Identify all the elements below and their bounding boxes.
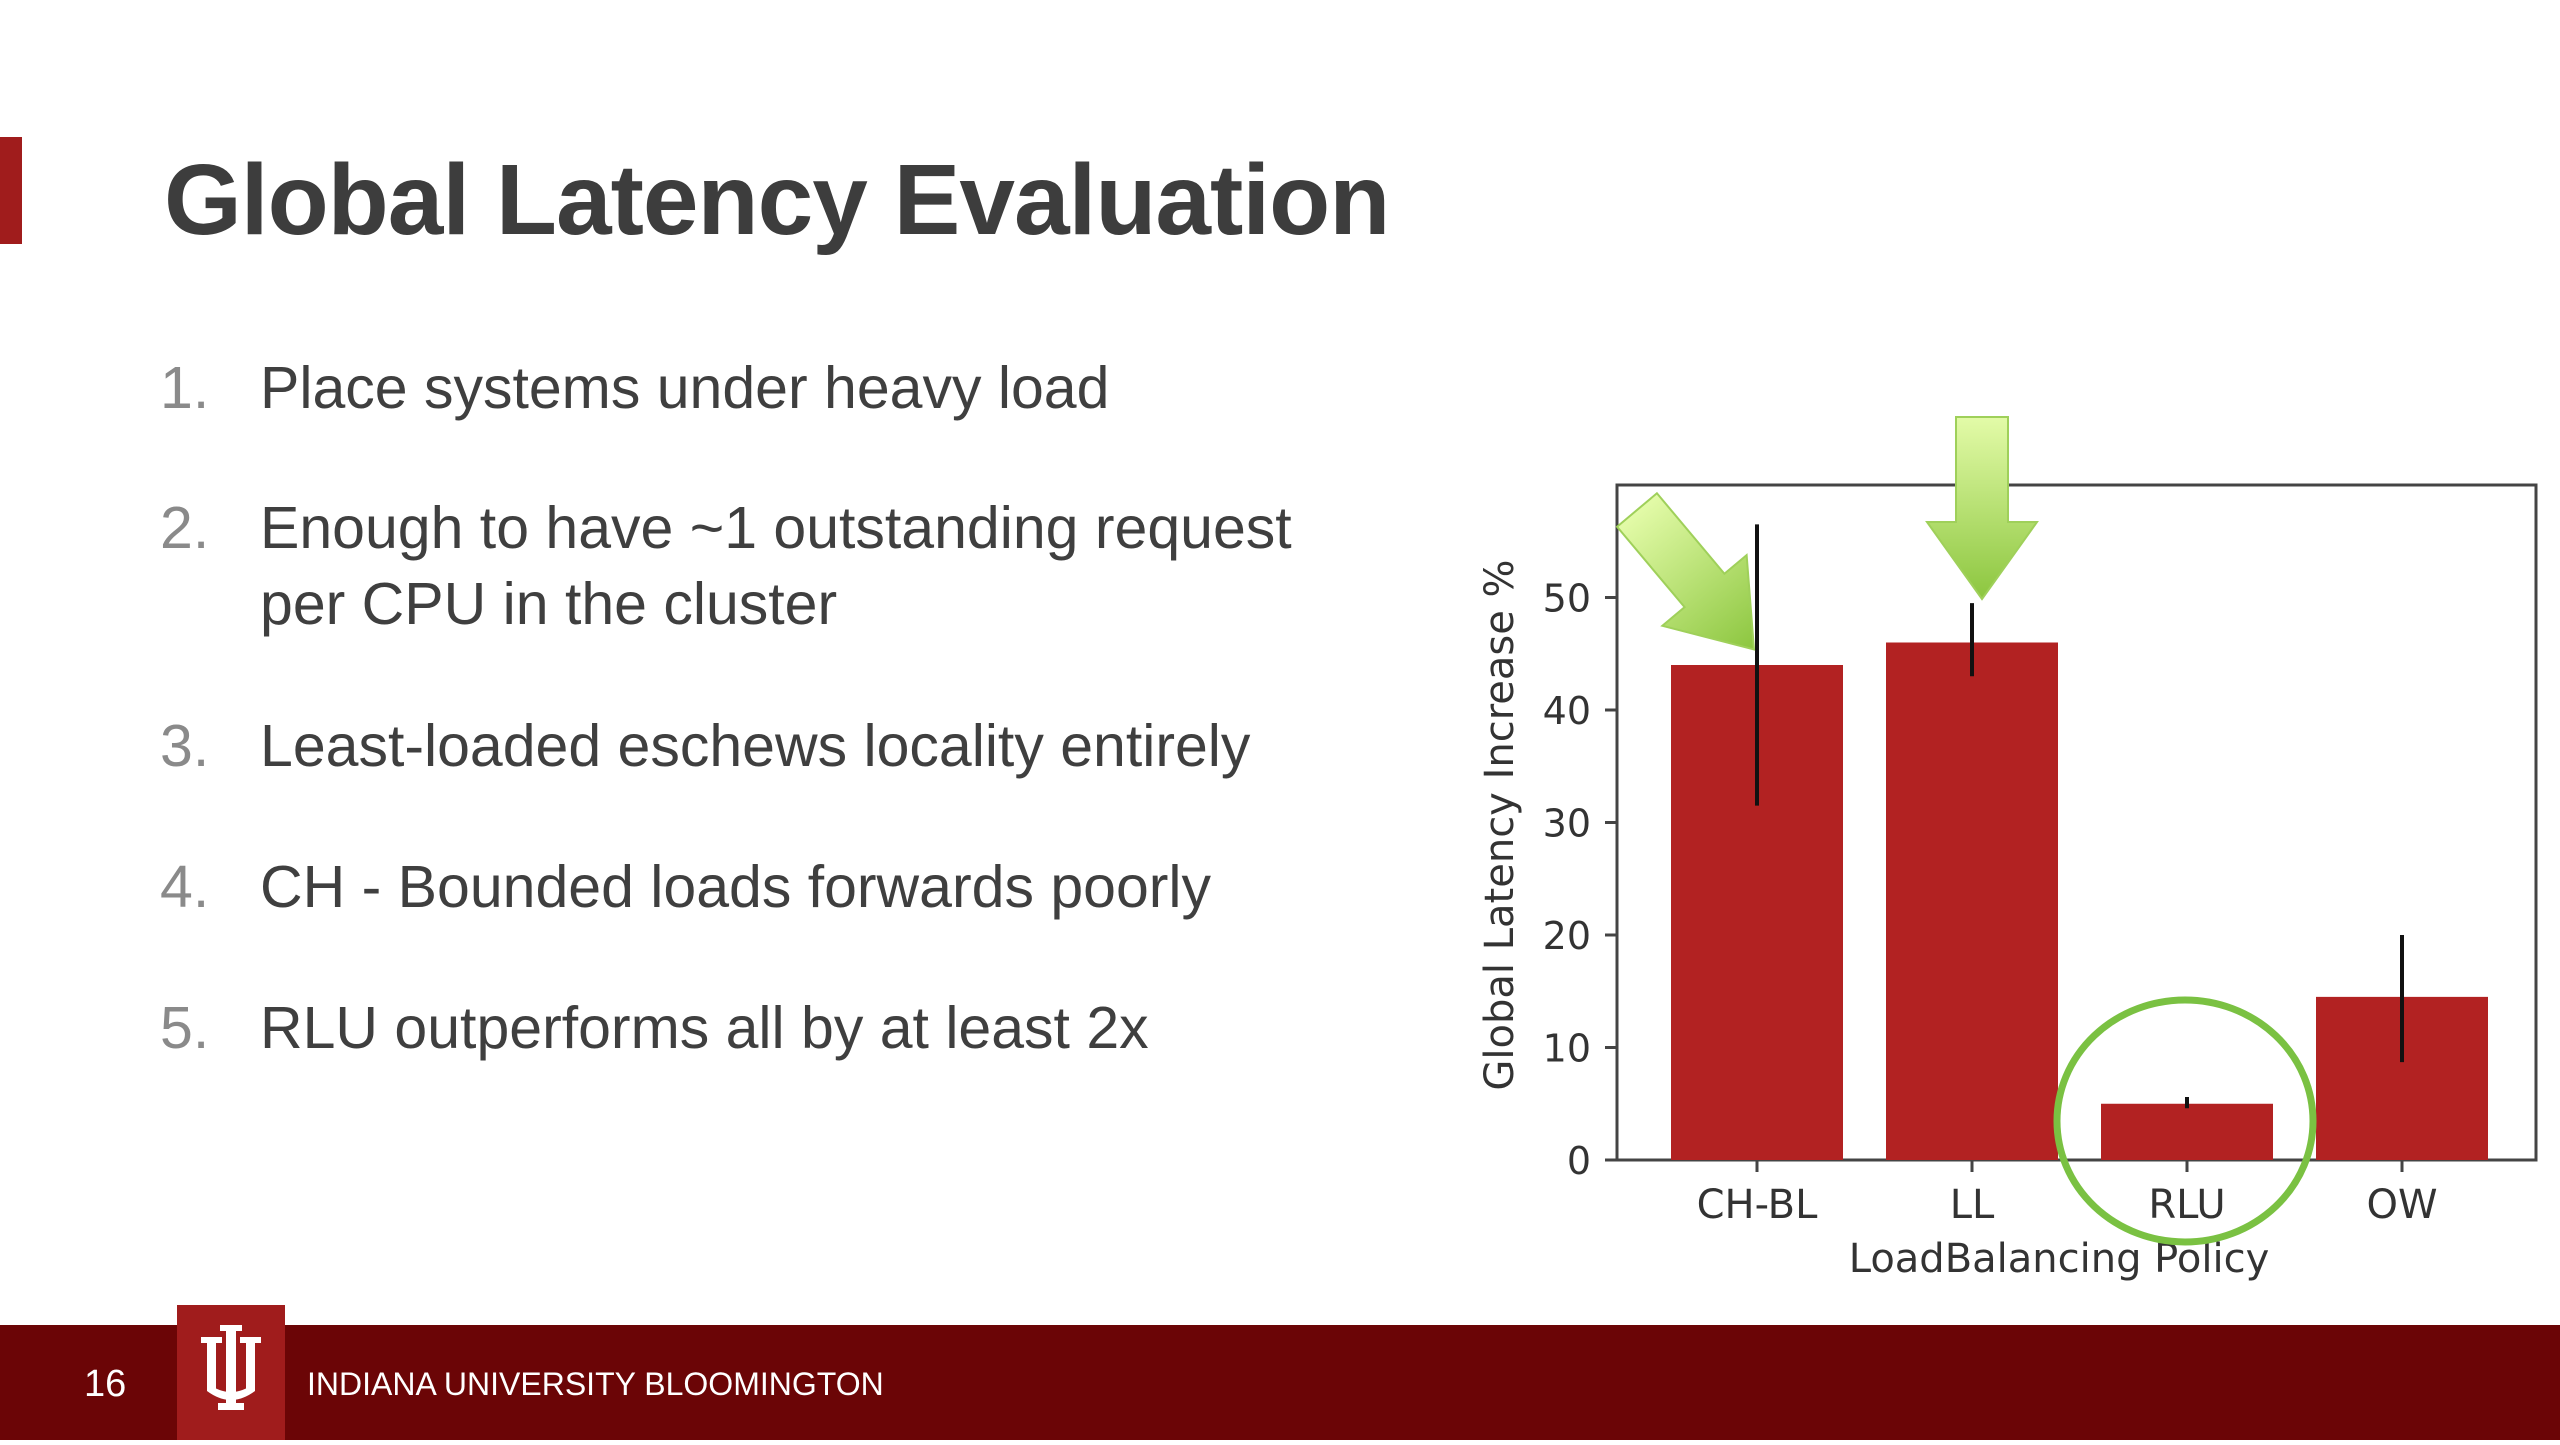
bullet-number: 4. [160,854,210,920]
bullet-number: 3. [160,713,210,779]
y-axis-label: Global Latency Increase % [1477,559,1523,1090]
bullet-text: Enough to have ~1 outstanding request [260,495,1292,561]
x-tick-label: OW [2366,1182,2437,1228]
y-tick-label: 0 [1567,1139,1591,1183]
footer-bar [0,1325,2560,1440]
bullet-item: 1. Place systems under heavy load [160,350,1109,426]
y-tick-label: 10 [1543,1027,1591,1071]
bar-rlu [2101,1103,2273,1160]
y-tick-label: 50 [1543,577,1591,621]
bullet-item: 3. Least-loaded eschews locality entirel… [160,708,1250,784]
y-axis: 0 10 20 30 40 50 [1543,577,1617,1183]
bar-ll [1886,642,2058,1160]
bullet-item: 2. Enough to have ~1 outstanding request… [160,490,1292,642]
bullet-text: Least-loaded eschews locality entirely [260,713,1251,779]
x-tick-label: LL [1950,1182,1995,1228]
error-bars [1755,524,2404,1109]
bullet-item: 4. CH - Bounded loads forwards poorly [160,849,1211,925]
y-tick-label: 30 [1543,802,1591,846]
bullet-number: 2. [160,495,210,561]
annotations [1615,416,2317,1246]
bars [1671,642,2488,1160]
iu-trident-icon [201,1325,261,1410]
x-tick-label: CH-BL [1697,1182,1818,1228]
y-tick-label: 40 [1543,689,1591,733]
accent-bar [0,137,22,244]
iu-logo-badge [177,1305,285,1440]
page-number: 16 [84,1363,127,1405]
bullet-text-continued: per CPU in the cluster [260,571,838,637]
bullet-number: 5. [160,995,210,1061]
bullet-text: CH - Bounded loads forwards poorly [260,854,1212,920]
bullet-item: 5. RLU outperforms all by at least 2x [160,990,1149,1066]
x-tick-label: RLU [2148,1182,2225,1228]
highlight-circle-rlu [2053,996,2317,1246]
bullet-number: 1. [160,355,210,421]
x-axis: CH-BL LL RLU OW [1697,1160,2438,1228]
arrow-icon-ll [1925,416,2039,601]
y-tick-label: 20 [1543,914,1591,958]
bullet-text: Place systems under heavy load [260,355,1110,421]
slide-title: Global Latency Evaluation [164,144,1390,256]
bullet-text: RLU outperforms all by at least 2x [260,995,1149,1061]
institution-name: INDIANA UNIVERSITY BLOOMINGTON [307,1366,884,1402]
arrow-icon-ch-bl [1615,491,1756,651]
